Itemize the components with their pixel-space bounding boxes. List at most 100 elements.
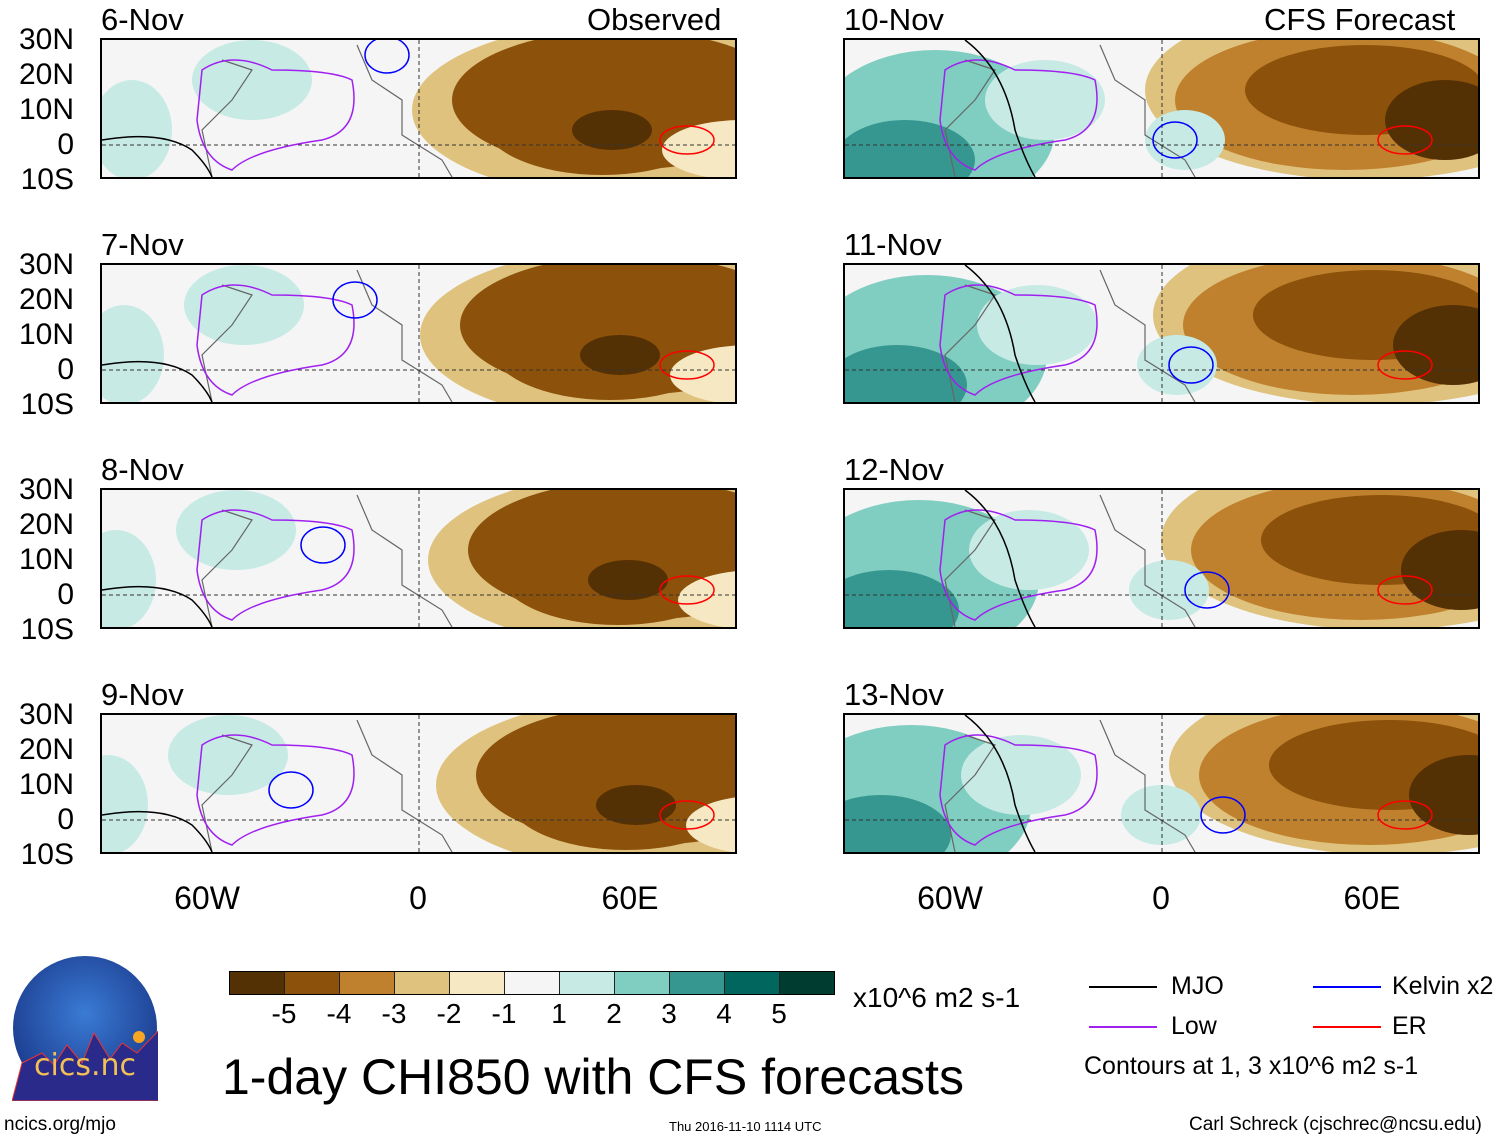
panel-date: 10-Nov <box>844 2 944 37</box>
panel-date: 11-Nov <box>844 227 942 262</box>
low-contour <box>939 284 1098 396</box>
anomaly-region <box>596 785 676 825</box>
lat-label: 0 <box>57 578 74 611</box>
anomaly-region <box>102 530 156 627</box>
colorbar-label: -2 <box>436 998 462 1029</box>
er-contour <box>659 125 715 155</box>
anomaly-region <box>662 120 735 177</box>
low-contour <box>196 509 355 621</box>
kelvin-contour <box>1200 796 1246 834</box>
er-contour <box>1377 350 1433 380</box>
colorbar-label: 1 <box>551 998 567 1029</box>
colorbar-bin <box>285 972 340 994</box>
coastline <box>944 719 1196 852</box>
lat-label: 30N <box>18 698 74 731</box>
anomaly-region <box>845 795 951 852</box>
er-contour <box>659 800 715 830</box>
lon-label-60e: 60E <box>601 880 659 916</box>
legend-line-er <box>1313 1026 1381 1028</box>
coastline <box>201 44 453 177</box>
coastline <box>201 719 453 852</box>
legend-mjo: MJO <box>1171 972 1224 1000</box>
anomaly-region <box>184 265 304 345</box>
legend-line-kelvin <box>1313 986 1381 988</box>
anomaly-region <box>1129 560 1209 620</box>
map-panel-6-Nov <box>100 38 737 179</box>
anomaly-region <box>1121 785 1201 845</box>
lon-label-60w: 60W <box>174 880 240 916</box>
anomaly-region <box>1409 755 1478 835</box>
lat-label: 20N <box>18 508 74 541</box>
colorbar-bin <box>230 972 285 994</box>
anomaly-region <box>1385 80 1478 160</box>
colorbar-label: 4 <box>716 998 732 1029</box>
anomaly-region <box>572 110 652 150</box>
lon-label-60e: 60E <box>1343 880 1401 916</box>
anomaly-region <box>168 715 288 795</box>
coastline <box>944 269 1196 402</box>
logo-text: cics.nc <box>34 1048 136 1083</box>
cics-logo: cics.nc <box>12 956 158 1101</box>
colorbar-units: x10^6 m2 s-1 <box>853 982 1021 1013</box>
colorbar-bin <box>725 972 780 994</box>
colorbar-label: -3 <box>381 998 407 1029</box>
kelvin-contour <box>1168 346 1214 384</box>
colorbar-bin <box>670 972 725 994</box>
colorbar-bin <box>615 972 670 994</box>
kelvin-contour <box>1152 121 1198 159</box>
lat-label: 20N <box>18 58 74 91</box>
mjo-contour <box>964 715 1036 852</box>
low-contour <box>196 59 355 171</box>
kelvin-contour <box>332 281 378 319</box>
er-contour <box>1377 125 1433 155</box>
anomaly-region <box>102 80 172 177</box>
legend-low: Low <box>1171 1012 1217 1040</box>
map-panel-11-Nov <box>843 263 1480 404</box>
lat-label: 0 <box>57 803 74 836</box>
mjo-contour <box>964 40 1036 177</box>
er-contour <box>1377 575 1433 605</box>
anomaly-region <box>969 510 1089 590</box>
lat-label: 30N <box>18 248 74 281</box>
lon-label-0: 0 <box>409 880 427 916</box>
legend-line-mjo <box>1089 986 1157 988</box>
lat-label: 20N <box>18 283 74 316</box>
lat-label: 10S <box>20 388 74 421</box>
colorbar-bin <box>560 972 615 994</box>
lat-label: 10N <box>18 768 74 801</box>
legend-er: ER <box>1392 1012 1427 1040</box>
map-panel-7-Nov <box>100 263 737 404</box>
anomaly-region <box>1401 530 1478 610</box>
er-contour <box>659 350 715 380</box>
colorbar-label: 2 <box>606 998 622 1029</box>
kelvin-contour <box>1184 571 1230 609</box>
low-contour <box>196 734 355 846</box>
er-contour <box>659 575 715 605</box>
anomaly-region <box>985 60 1105 140</box>
footer-url[interactable]: ncics.org/mjo <box>4 1114 116 1135</box>
anomaly-region <box>102 305 164 402</box>
mjo-contour <box>102 135 213 177</box>
kelvin-contour <box>364 40 410 74</box>
anomaly-region <box>192 40 312 120</box>
coastline <box>201 494 453 627</box>
mjo-contour <box>102 810 213 852</box>
map-panel-12-Nov <box>843 488 1480 629</box>
anomaly-region <box>961 735 1081 815</box>
anomaly-region <box>977 285 1097 365</box>
map-panel-10-Nov <box>843 38 1480 179</box>
anomaly-region <box>1137 335 1217 395</box>
map-panel-9-Nov <box>100 713 737 854</box>
kelvin-contour <box>268 771 314 809</box>
mjo-contour <box>102 360 213 402</box>
lat-label: 10S <box>20 163 74 196</box>
coastline <box>944 44 1196 177</box>
contour-note: Contours at 1, 3 x10^6 m2 s-1 <box>1084 1052 1419 1080</box>
lat-label: 10S <box>20 613 74 646</box>
anomaly-region <box>686 797 735 852</box>
observed-label: Observed <box>587 2 722 37</box>
colorbar-label: -1 <box>491 998 517 1029</box>
low-contour <box>939 734 1098 846</box>
kelvin-contour <box>300 526 346 564</box>
low-contour <box>196 284 355 396</box>
